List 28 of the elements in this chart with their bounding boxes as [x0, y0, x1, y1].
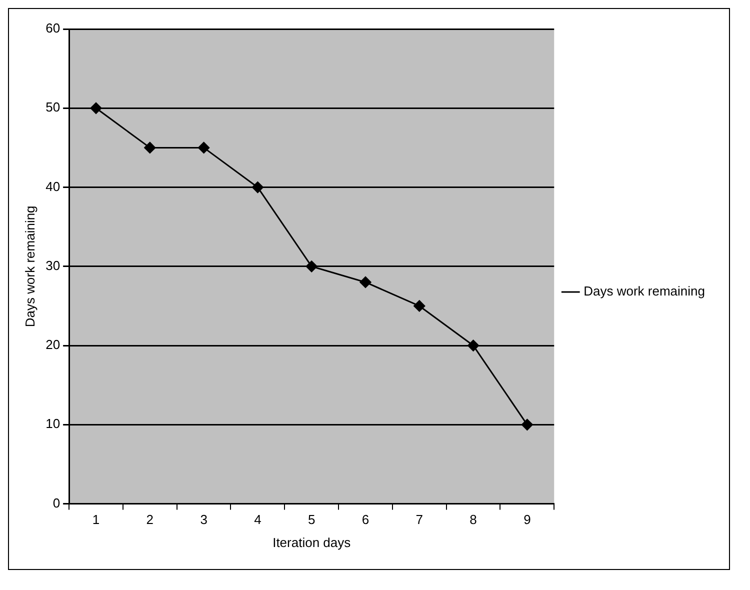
x-tick-label: 3 — [200, 512, 208, 528]
y-tick-label: 40 — [46, 178, 60, 194]
y-tick-label: 20 — [46, 337, 60, 352]
x-axis-title: Iteration days — [272, 534, 352, 550]
x-tick-label: 6 — [362, 512, 370, 528]
point — [360, 276, 372, 288]
point — [306, 260, 318, 272]
point — [198, 142, 210, 154]
y-tick-label: 0 — [52, 495, 60, 510]
x-tick-label: 9 — [524, 512, 531, 528]
point — [144, 142, 156, 154]
x-tick-label: 4 — [254, 512, 262, 528]
y-axis-title: Days work remaining — [22, 206, 38, 328]
y-tick-label: 10 — [46, 416, 60, 432]
point — [468, 340, 480, 352]
point — [414, 300, 426, 312]
point — [90, 102, 102, 114]
x-tick-label: 7 — [416, 512, 424, 528]
y-tick-label: 50 — [46, 100, 60, 115]
x-tick-label: 1 — [92, 512, 100, 528]
point — [252, 182, 264, 194]
y-tick-label: 30 — [46, 258, 60, 273]
point — [521, 418, 533, 430]
x-tick-label: 5 — [308, 512, 316, 528]
legend-label: Days work remaining — [584, 284, 705, 299]
y-tick-label: 60 — [46, 20, 60, 36]
x-tick-label: 2 — [146, 512, 154, 528]
x-tick-label: 8 — [470, 512, 477, 528]
